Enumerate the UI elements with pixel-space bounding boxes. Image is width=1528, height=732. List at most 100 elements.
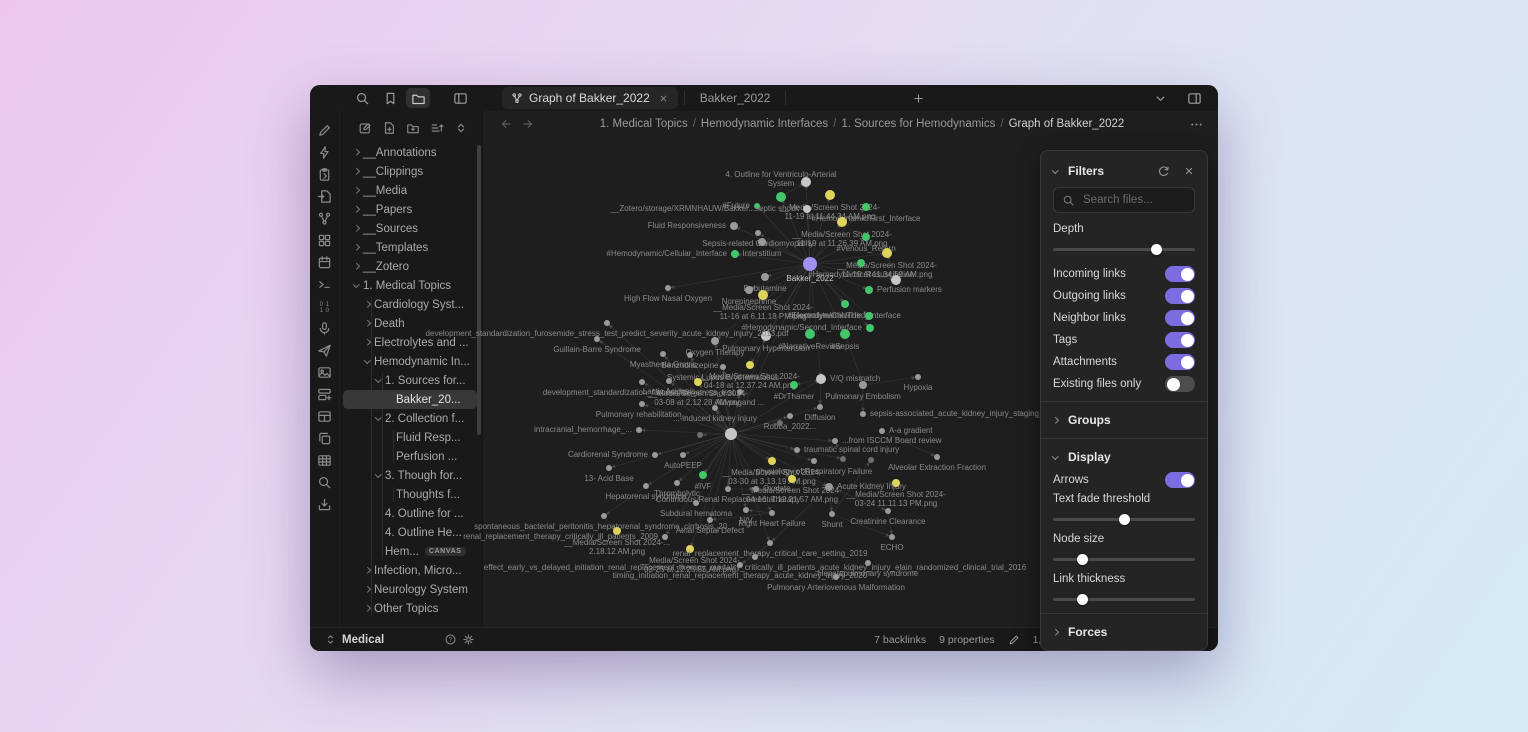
- search-files-input[interactable]: [1081, 193, 1186, 207]
- slider-thumb[interactable]: [1077, 554, 1089, 565]
- tree-folder-clippings[interactable]: __Clippings: [340, 162, 482, 181]
- title-bar: Graph of Bakker_2022 Bakker_2022: [310, 85, 1218, 111]
- tree-file-4-outline-for[interactable]: 4. Outline for ...: [340, 504, 482, 523]
- link-thickness-slider[interactable]: [1053, 591, 1195, 607]
- tree-folder-1-sources-for[interactable]: 1. Sources for...: [340, 371, 482, 390]
- neighbor-links-toggle[interactable]: [1165, 310, 1195, 326]
- tab-graph-of-bakker-2022[interactable]: Graph of Bakker_2022: [502, 87, 678, 109]
- help-icon[interactable]: ?: [444, 633, 457, 646]
- zap-ribbon-icon[interactable]: [314, 145, 336, 160]
- tree-folder-death[interactable]: Death: [340, 314, 482, 333]
- tree-folder-infection-micro[interactable]: Infection, Micro...: [340, 561, 482, 580]
- incoming-links-toggle[interactable]: [1165, 266, 1195, 282]
- tab-list-icon[interactable]: [1148, 88, 1172, 108]
- grid-ribbon-icon[interactable]: [314, 233, 336, 248]
- breadcrumb-segment[interactable]: Hemodynamic Interfaces: [700, 118, 829, 130]
- tree-file-thoughts-f[interactable]: Thoughts f...: [340, 485, 482, 504]
- search-ribbon-icon[interactable]: [314, 475, 336, 490]
- groups-section-header[interactable]: Groups: [1052, 408, 1195, 432]
- incoming-links-row: Incoming links: [1053, 263, 1195, 285]
- filters-section-header[interactable]: Filters: [1052, 159, 1195, 183]
- table-ribbon-icon[interactable]: [314, 453, 336, 468]
- forces-section-header[interactable]: Forces: [1052, 620, 1195, 644]
- image-ribbon-icon[interactable]: [314, 365, 336, 380]
- left-sidebar-toggle-icon[interactable]: [448, 88, 472, 108]
- right-sidebar-toggle-icon[interactable]: [1182, 88, 1206, 108]
- forward-arrow-icon[interactable]: [521, 117, 535, 131]
- vault-switcher[interactable]: Medical ?: [310, 633, 483, 646]
- tree-folder-1-medical-topics[interactable]: 1. Medical Topics: [340, 276, 482, 295]
- collapse-icon[interactable]: [450, 119, 471, 137]
- tree-file-fluid-resp[interactable]: Fluid Resp...: [340, 428, 482, 447]
- chevron-right-icon: [350, 149, 363, 156]
- tree-folder-media[interactable]: __Media: [340, 181, 482, 200]
- graph-search: [1053, 187, 1195, 213]
- tree-folder-2-collection-f[interactable]: 2. Collection f...: [340, 409, 482, 428]
- calendar-ribbon-icon[interactable]: [314, 255, 336, 270]
- tree-folder-3-though-for[interactable]: 3. Though for...: [340, 466, 482, 485]
- more-options-icon[interactable]: [1189, 117, 1204, 132]
- display-section-header[interactable]: Display: [1052, 445, 1195, 469]
- import-ribbon-icon[interactable]: [314, 497, 336, 512]
- send-ribbon-icon[interactable]: [314, 343, 336, 358]
- depth-slider[interactable]: [1053, 241, 1195, 257]
- outgoing-links-toggle[interactable]: [1165, 288, 1195, 304]
- terminal-ribbon-icon[interactable]: [314, 277, 336, 292]
- mic-ribbon-icon[interactable]: [314, 321, 336, 336]
- slider-thumb[interactable]: [1118, 514, 1130, 525]
- search-icon[interactable]: [350, 88, 374, 108]
- tree-folder-cardiology-syst[interactable]: Cardiology Syst...: [340, 295, 482, 314]
- square-pen-icon[interactable]: [354, 119, 375, 137]
- existing-files-only-toggle[interactable]: [1165, 376, 1195, 392]
- tree-folder-sources[interactable]: __Sources: [340, 219, 482, 238]
- tree-file-hem[interactable]: Hem... CANVAS: [340, 542, 482, 561]
- file-out-ribbon-icon[interactable]: [314, 189, 336, 204]
- status-9-properties[interactable]: 9 properties: [939, 633, 995, 646]
- tree-file-perfusion[interactable]: Perfusion ...: [340, 447, 482, 466]
- tree-folder-papers[interactable]: __Papers: [340, 200, 482, 219]
- tree-folder-hemodynamic-in[interactable]: Hemodynamic In...: [340, 352, 482, 371]
- tree-item-label: Infection, Micro...: [374, 564, 462, 577]
- settings-gear-icon[interactable]: [462, 633, 475, 646]
- layout-panel-ribbon-icon[interactable]: [314, 409, 336, 424]
- pencil-ribbon-icon[interactable]: [314, 123, 336, 138]
- tree-file-bakker-20[interactable]: Bakker_20...: [343, 390, 477, 409]
- tree-folder-zotero[interactable]: __Zotero: [340, 257, 482, 276]
- slider-thumb[interactable]: [1077, 594, 1089, 605]
- breadcrumb-segment[interactable]: 1. Medical Topics: [599, 118, 688, 130]
- clipboard-ribbon-icon[interactable]: [314, 167, 336, 182]
- tree-item-label: 1. Sources for...: [385, 374, 466, 387]
- text-fade-threshold-slider[interactable]: [1053, 511, 1195, 527]
- slider-thumb[interactable]: [1151, 244, 1163, 255]
- reset-settings-icon[interactable]: [1157, 165, 1170, 178]
- new-tab-button[interactable]: [912, 92, 925, 105]
- tree-folder-other-topics[interactable]: Other Topics: [340, 599, 482, 618]
- breadcrumb-segment[interactable]: Graph of Bakker_2022: [1008, 118, 1125, 130]
- bookmark-icon[interactable]: [378, 88, 402, 108]
- back-arrow-icon[interactable]: [499, 117, 513, 131]
- cards-ribbon-icon[interactable]: [314, 387, 336, 402]
- attachments-toggle[interactable]: [1165, 354, 1195, 370]
- depth-label: Depth: [1053, 223, 1084, 235]
- tree-file-4-outline-he[interactable]: 4. Outline He...: [340, 523, 482, 542]
- tree-folder-electrolytes-and[interactable]: Electrolytes and ...: [340, 333, 482, 352]
- graph-ribbon-icon[interactable]: [314, 211, 336, 226]
- arrows-toggle[interactable]: [1165, 472, 1195, 488]
- folder-plus-icon[interactable]: [402, 119, 423, 137]
- breadcrumb-segment[interactable]: 1. Sources for Hemodynamics: [841, 118, 996, 130]
- tags-toggle[interactable]: [1165, 332, 1195, 348]
- close-tab-icon[interactable]: [658, 93, 669, 104]
- copy-ribbon-icon[interactable]: [314, 431, 336, 446]
- tree-folder-templates[interactable]: __Templates: [340, 238, 482, 257]
- tree-folder-annotations[interactable]: __Annotations: [340, 143, 482, 162]
- node-size-slider[interactable]: [1053, 551, 1195, 567]
- close-panel-icon[interactable]: [1183, 165, 1195, 177]
- tab-bakker-2022[interactable]: Bakker_2022: [691, 87, 780, 109]
- file-plus-icon[interactable]: [378, 119, 399, 137]
- files-icon[interactable]: [406, 88, 430, 108]
- sort-icon[interactable]: [426, 119, 447, 137]
- sidebar-scrollbar[interactable]: [477, 145, 481, 435]
- status-7-backlinks[interactable]: 7 backlinks: [874, 633, 927, 646]
- tree-folder-neurology-system[interactable]: Neurology System: [340, 580, 482, 599]
